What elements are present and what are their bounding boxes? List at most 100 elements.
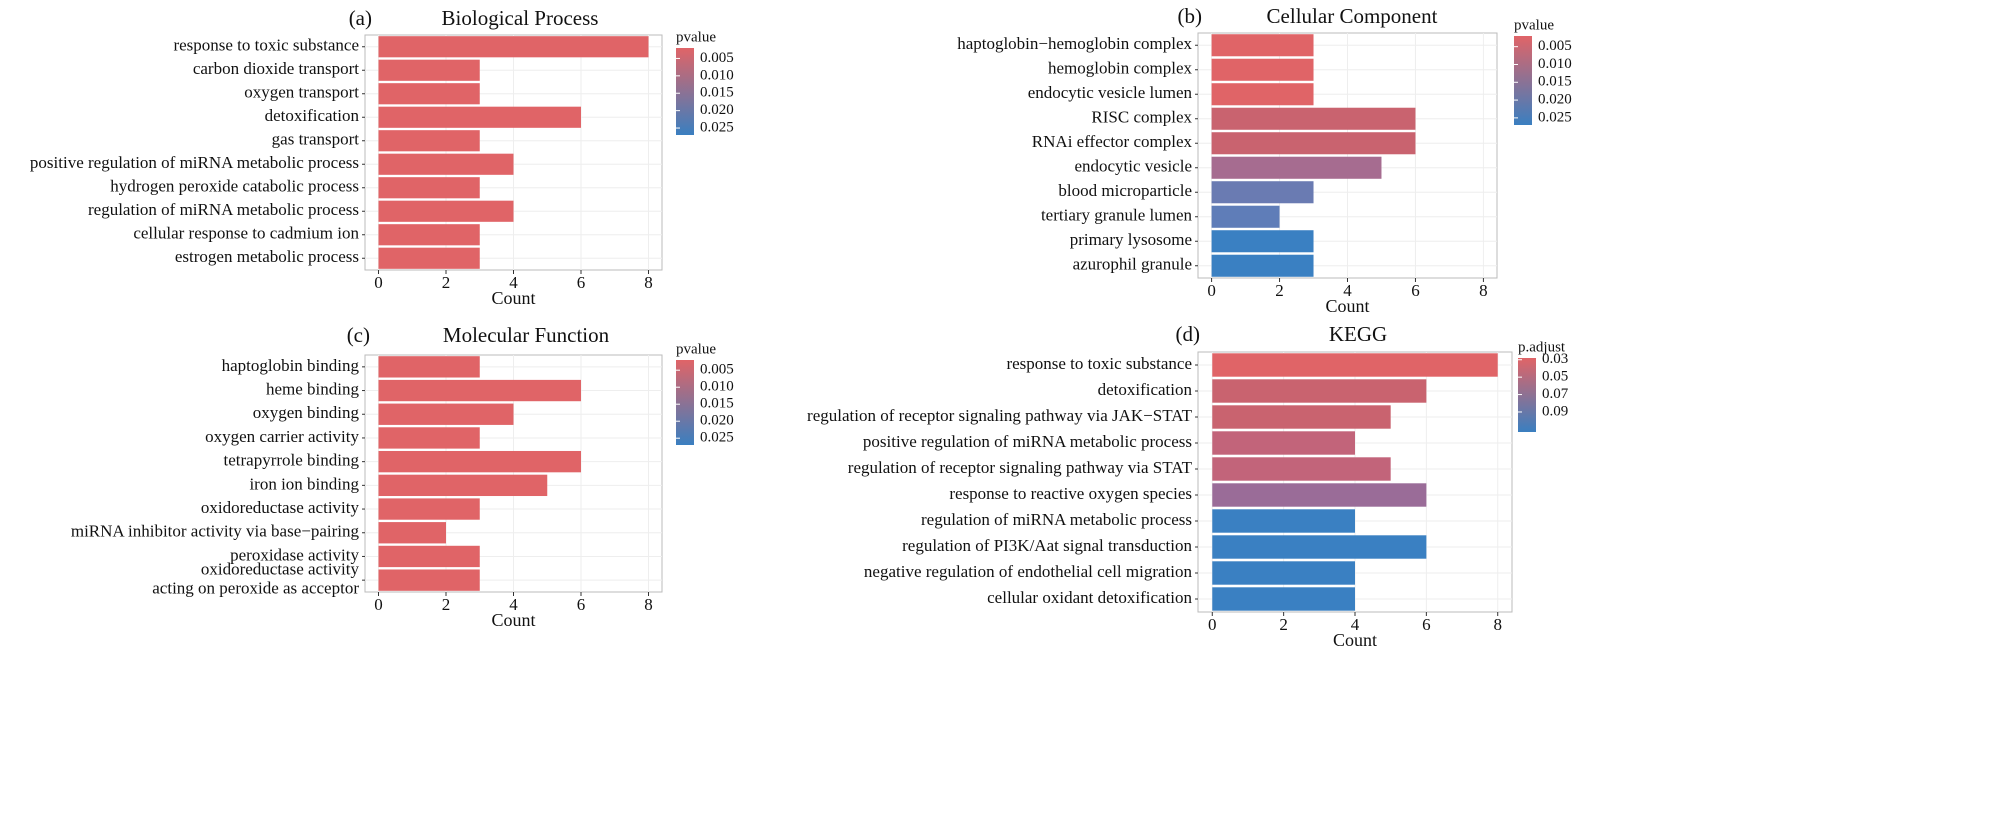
bar bbox=[378, 106, 581, 128]
bar bbox=[378, 130, 480, 152]
colorbar-tick-label: 0.025 bbox=[700, 119, 734, 135]
bar bbox=[378, 200, 514, 222]
bar bbox=[1211, 34, 1314, 57]
y-tick-label: regulation of receptor signaling pathway… bbox=[807, 406, 1193, 425]
panel-label: (c) bbox=[347, 323, 370, 347]
y-tick-label: response to toxic substance bbox=[173, 36, 359, 55]
panel-label: (b) bbox=[1178, 4, 1203, 28]
x-axis-label: Count bbox=[1333, 630, 1377, 650]
bar bbox=[1211, 181, 1314, 204]
y-tick-label: endocytic vesicle lumen bbox=[1028, 83, 1193, 102]
bar bbox=[378, 153, 514, 175]
y-tick-label: cellular oxidant detoxification bbox=[987, 588, 1192, 607]
x-tick-label: 6 bbox=[577, 273, 586, 292]
colorbar-tick-label: 0.03 bbox=[1542, 351, 1568, 367]
y-tick-label: blood microparticle bbox=[1058, 181, 1192, 200]
y-tick-label: oxidoreductase activity bbox=[201, 560, 360, 579]
bar bbox=[1211, 132, 1416, 155]
bar bbox=[378, 356, 480, 378]
legend-title: pvalue bbox=[676, 29, 716, 45]
bar bbox=[378, 545, 480, 568]
x-tick-label: 0 bbox=[1207, 281, 1216, 300]
colorbar-tick-label: 0.020 bbox=[700, 413, 734, 429]
chart-title: Biological Process bbox=[442, 6, 599, 30]
y-tick-label: RISC complex bbox=[1091, 108, 1192, 127]
y-tick-label: detoxification bbox=[1098, 380, 1193, 399]
y-tick-label: tetrapyrrole binding bbox=[224, 451, 360, 470]
y-tick-label: RNAi effector complex bbox=[1032, 132, 1193, 151]
bar bbox=[1211, 205, 1280, 228]
y-tick-label: tertiary granule lumen bbox=[1041, 206, 1193, 225]
x-tick-label: 8 bbox=[644, 595, 653, 614]
colorbar-tick-label: 0.07 bbox=[1542, 386, 1569, 402]
bar bbox=[1211, 156, 1382, 179]
bar bbox=[378, 36, 649, 58]
colorbar bbox=[1518, 358, 1536, 432]
chart-title: Molecular Function bbox=[443, 323, 610, 347]
y-tick-label: positive regulation of miRNA metabolic p… bbox=[30, 153, 359, 172]
bar bbox=[1212, 509, 1355, 533]
bar bbox=[378, 498, 480, 520]
bar bbox=[1212, 535, 1427, 559]
x-tick-label: 0 bbox=[374, 273, 383, 292]
y-tick-label: regulation of PI3K/Aat signal transducti… bbox=[902, 536, 1192, 555]
colorbar-tick-label: 0.025 bbox=[700, 430, 734, 446]
y-tick-label: oxygen binding bbox=[253, 403, 360, 422]
y-tick-label: carbon dioxide transport bbox=[193, 59, 359, 78]
bar bbox=[1212, 431, 1355, 455]
x-tick-label: 4 bbox=[509, 273, 518, 292]
y-tick-label: oxidoreductase activity bbox=[201, 498, 360, 517]
x-tick-label: 2 bbox=[442, 273, 451, 292]
y-tick-label: haptoglobin binding bbox=[222, 356, 360, 375]
y-tick-label: response to toxic substance bbox=[1006, 354, 1192, 373]
colorbar-tick-label: 0.015 bbox=[1538, 74, 1572, 90]
y-tick-label: iron ion binding bbox=[249, 474, 359, 493]
x-tick-label: 4 bbox=[1343, 281, 1352, 300]
colorbar-tick-label: 0.020 bbox=[1538, 92, 1572, 108]
x-tick-label: 4 bbox=[1351, 615, 1360, 634]
colorbar-tick-label: 0.010 bbox=[700, 379, 734, 395]
y-tick-label: regulation of miRNA metabolic process bbox=[88, 200, 359, 219]
bar bbox=[1211, 254, 1314, 277]
bar bbox=[1212, 561, 1355, 585]
x-tick-label: 2 bbox=[1279, 615, 1288, 634]
bar bbox=[1212, 405, 1391, 429]
x-tick-label: 4 bbox=[509, 595, 518, 614]
legend-title: pvalue bbox=[676, 341, 716, 357]
y-tick-label: hydrogen peroxide catabolic process bbox=[110, 177, 359, 196]
bar bbox=[1212, 353, 1498, 377]
y-tick-label: azurophil granule bbox=[1073, 255, 1192, 274]
bar bbox=[1212, 379, 1427, 403]
x-axis-label: Count bbox=[491, 288, 535, 308]
bar bbox=[378, 569, 480, 591]
y-tick-label: primary lysosome bbox=[1070, 230, 1192, 249]
colorbar-tick-label: 0.05 bbox=[1542, 369, 1568, 385]
x-tick-label: 8 bbox=[1479, 281, 1488, 300]
bar bbox=[1211, 107, 1416, 130]
bar bbox=[378, 450, 581, 473]
x-tick-label: 8 bbox=[644, 273, 653, 292]
bar bbox=[1211, 230, 1314, 253]
panel-label: (a) bbox=[349, 6, 372, 30]
y-tick-label: oxygen carrier activity bbox=[205, 427, 359, 446]
x-tick-label: 6 bbox=[1422, 615, 1431, 634]
y-tick-label: heme binding bbox=[266, 379, 360, 398]
y-tick-label: cellular response to cadmium ion bbox=[133, 224, 359, 243]
y-tick-label: peroxidase activity bbox=[230, 545, 359, 564]
bar bbox=[378, 177, 480, 199]
colorbar-tick-label: 0.005 bbox=[700, 50, 734, 66]
x-axis-label: Count bbox=[491, 610, 535, 630]
colorbar-tick-label: 0.025 bbox=[1538, 109, 1572, 125]
colorbar-tick-label: 0.010 bbox=[1538, 56, 1572, 72]
colorbar-tick-label: 0.005 bbox=[700, 362, 734, 378]
chart-title: KEGG bbox=[1329, 322, 1387, 346]
bar bbox=[1211, 58, 1314, 81]
x-tick-label: 6 bbox=[577, 595, 586, 614]
y-tick-label: haptoglobin−hemoglobin complex bbox=[957, 34, 1192, 53]
colorbar-tick-label: 0.09 bbox=[1542, 403, 1568, 419]
bar bbox=[1212, 587, 1355, 611]
y-tick-label: regulation of receptor signaling pathway… bbox=[848, 458, 1193, 477]
colorbar-tick-label: 0.020 bbox=[700, 102, 734, 118]
